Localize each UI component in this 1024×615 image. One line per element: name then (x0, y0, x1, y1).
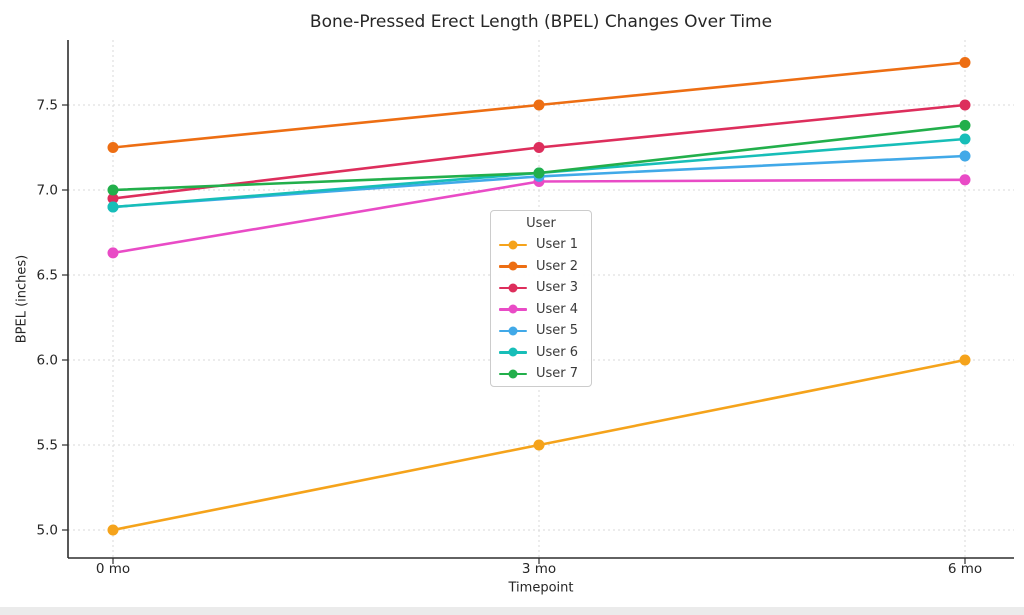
data-point (959, 354, 971, 366)
legend-item-label: User 1 (536, 237, 579, 253)
legend-line-dot-marker-icon (499, 347, 527, 357)
x-tick-label: 3 mo (522, 561, 556, 577)
y-axis-label: BPEL (inches) (14, 254, 30, 344)
legend-item: User 5 (499, 320, 583, 342)
data-point (533, 142, 545, 153)
y-tick-label: 7.0 (37, 183, 58, 199)
data-point (533, 167, 545, 179)
legend-line-dot-marker-icon (499, 326, 527, 336)
legend-line-dot-marker-icon (499, 283, 527, 293)
data-point (107, 142, 119, 153)
chart-title: Bone-Pressed Erect Length (BPEL) Changes… (309, 12, 773, 32)
data-point (107, 247, 119, 259)
legend-item: User 2 (499, 256, 583, 278)
legend-item: User 1 (499, 234, 583, 256)
legend-item-label: User 3 (536, 280, 579, 296)
legend-item-label: User 4 (536, 301, 579, 317)
legend-item: User 3 (499, 277, 583, 299)
legend-line-dot-marker-icon (499, 240, 527, 250)
legend-rows: User 1 User 2 User 3 User 4 User 5 User 6 User… (499, 234, 583, 385)
y-tick-label: 6.0 (37, 353, 58, 369)
x-tick-label: 0 mo (96, 561, 130, 577)
y-tick-label: 7.5 (37, 98, 58, 114)
data-point (107, 184, 119, 196)
data-point (107, 201, 119, 213)
legend-item: User 7 (499, 363, 583, 385)
data-point (959, 150, 971, 162)
data-point (959, 99, 971, 111)
y-tick-label: 5.5 (37, 438, 58, 454)
legend-line-dot-marker-icon (499, 304, 527, 314)
x-tick-label: 6 mo (948, 561, 982, 577)
data-point (107, 524, 119, 536)
bottom-strip (0, 607, 1024, 615)
legend-item-label: User 2 (536, 258, 579, 274)
legend: User User 1 User 2 User 3 User 4 User 5 User … (490, 210, 592, 387)
legend-line-dot-marker-icon (499, 369, 527, 379)
y-tick-label: 6.5 (37, 268, 58, 284)
data-point (959, 57, 971, 68)
legend-title: User (526, 216, 556, 231)
data-point (533, 439, 545, 451)
y-tick-label: 5.0 (37, 523, 58, 539)
data-point (959, 174, 971, 186)
x-axis-label: Timepoint (508, 580, 574, 596)
legend-item: User 6 (499, 342, 583, 364)
legend-item-label: User 7 (536, 366, 579, 382)
data-point (533, 99, 545, 111)
data-point (959, 119, 971, 131)
legend-item-label: User 5 (536, 323, 579, 339)
legend-line-dot-marker-icon (499, 261, 527, 271)
legend-item-label: User 6 (536, 344, 579, 360)
data-point (107, 193, 119, 204)
data-point (959, 133, 971, 145)
legend-item: User 4 (499, 299, 583, 321)
